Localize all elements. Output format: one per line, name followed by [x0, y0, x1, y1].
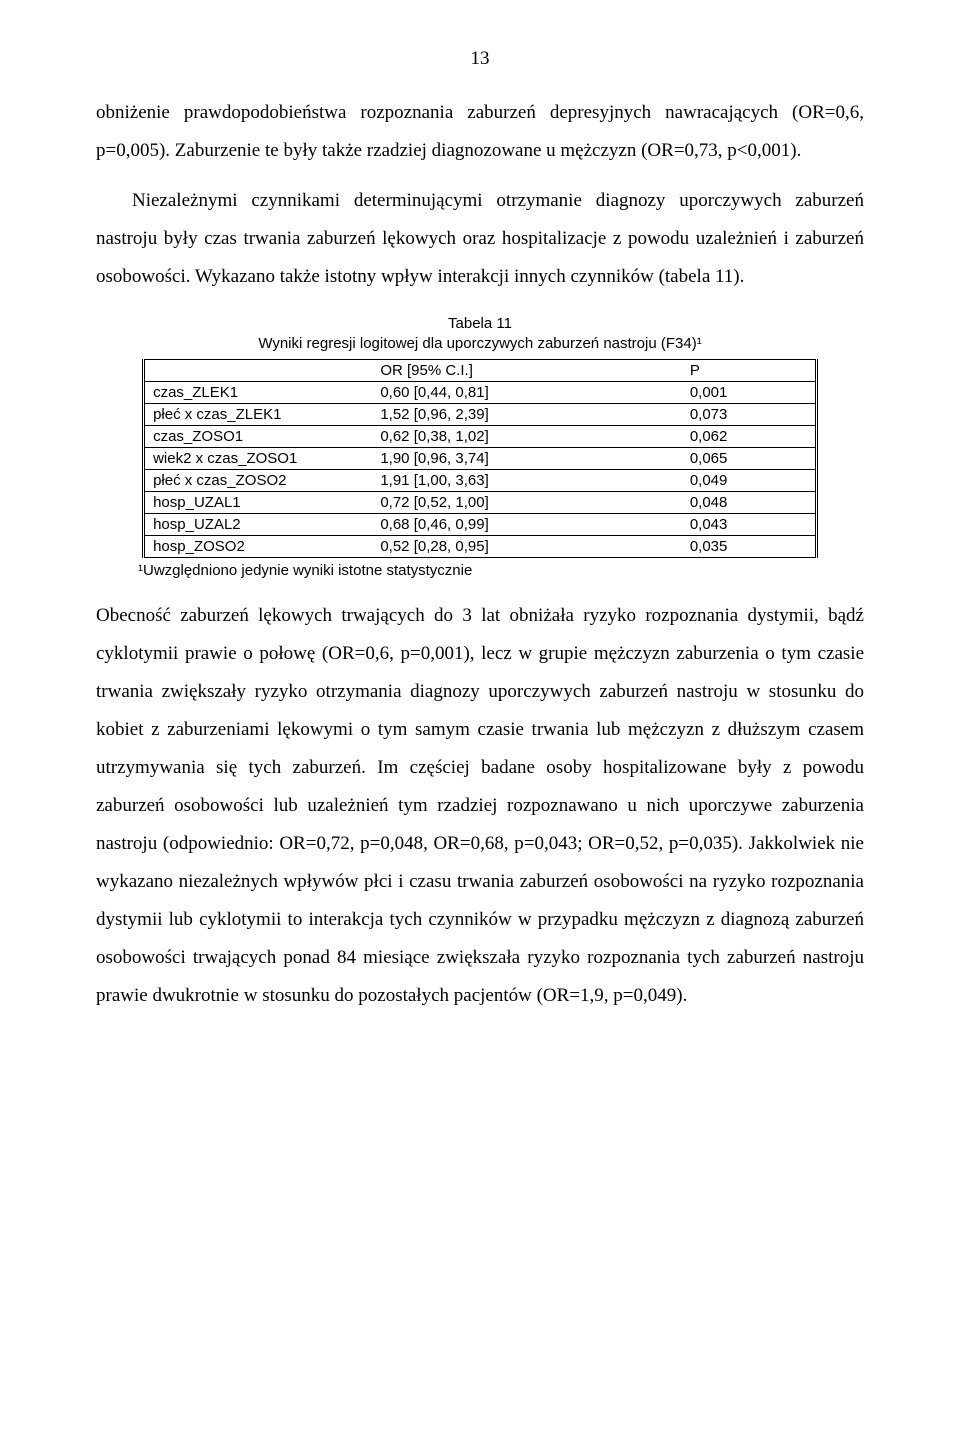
table-cell: 1,91 [1,00, 3,63] [372, 469, 682, 491]
table-row: czas_ZOSO1 0,62 [0,38, 1,02] 0,062 [144, 425, 817, 447]
table11: OR [95% C.I.] P czas_ZLEK1 0,60 [0,44, 0… [142, 359, 818, 558]
table11-col2-header: OR [95% C.I.] [372, 359, 682, 381]
table-cell: 0,049 [682, 469, 817, 491]
paragraph-2: Niezależnymi czynnikami determinującymi … [96, 182, 864, 296]
table-cell: 0,043 [682, 513, 817, 535]
table-cell: 0,065 [682, 447, 817, 469]
table-row: hosp_ZOSO2 0,52 [0,28, 0,95] 0,035 [144, 535, 817, 557]
table-cell: czas_ZLEK1 [144, 381, 373, 403]
table-cell: 0,72 [0,52, 1,00] [372, 491, 682, 513]
table-cell: płeć x czas_ZOSO2 [144, 469, 373, 491]
table-cell: 0,62 [0,38, 1,02] [372, 425, 682, 447]
table-cell: 0,52 [0,28, 0,95] [372, 535, 682, 557]
table-cell: 0,001 [682, 381, 817, 403]
table-cell: 0,073 [682, 403, 817, 425]
page-container: 13 obniżenie prawdopodobieństwa rozpozna… [0, 0, 960, 1087]
table-cell: 0,048 [682, 491, 817, 513]
table-row: hosp_UZAL2 0,68 [0,46, 0,99] 0,043 [144, 513, 817, 535]
table-cell: wiek2 x czas_ZOSO1 [144, 447, 373, 469]
table-cell: hosp_ZOSO2 [144, 535, 373, 557]
table-row: płeć x czas_ZLEK1 1,52 [0,96, 2,39] 0,07… [144, 403, 817, 425]
table11-col3-header: P [682, 359, 817, 381]
table11-title-line2: Wyniki regresji logitowej dla uporczywyc… [258, 335, 701, 352]
table-cell: hosp_UZAL1 [144, 491, 373, 513]
table11-col1-header [144, 359, 373, 381]
table-cell: 0,035 [682, 535, 817, 557]
table-cell: 0,60 [0,44, 0,81] [372, 381, 682, 403]
paragraph-1: obniżenie prawdopodobieństwa rozpoznania… [96, 94, 864, 170]
table11-header-row: OR [95% C.I.] P [144, 359, 817, 381]
table11-title-line1: Tabela 11 [448, 315, 512, 332]
table-row: wiek2 x czas_ZOSO1 1,90 [0,96, 3,74] 0,0… [144, 447, 817, 469]
table-row: płeć x czas_ZOSO2 1,91 [1,00, 3,63] 0,04… [144, 469, 817, 491]
table-cell: 0,68 [0,46, 0,99] [372, 513, 682, 535]
table-cell: 1,52 [0,96, 2,39] [372, 403, 682, 425]
table-row: czas_ZLEK1 0,60 [0,44, 0,81] 0,001 [144, 381, 817, 403]
paragraph-3: Obecność zaburzeń lękowych trwających do… [96, 597, 864, 1015]
table-cell: hosp_UZAL2 [144, 513, 373, 535]
page-number: 13 [96, 48, 864, 70]
table-cell: czas_ZOSO1 [144, 425, 373, 447]
table-cell: płeć x czas_ZLEK1 [144, 403, 373, 425]
table-row: hosp_UZAL1 0,72 [0,52, 1,00] 0,048 [144, 491, 817, 513]
table11-footnote: ¹Uwzględniono jedynie wyniki istotne sta… [138, 562, 864, 579]
table-cell: 1,90 [0,96, 3,74] [372, 447, 682, 469]
table11-title: Tabela 11 Wyniki regresji logitowej dla … [96, 314, 864, 355]
table-cell: 0,062 [682, 425, 817, 447]
